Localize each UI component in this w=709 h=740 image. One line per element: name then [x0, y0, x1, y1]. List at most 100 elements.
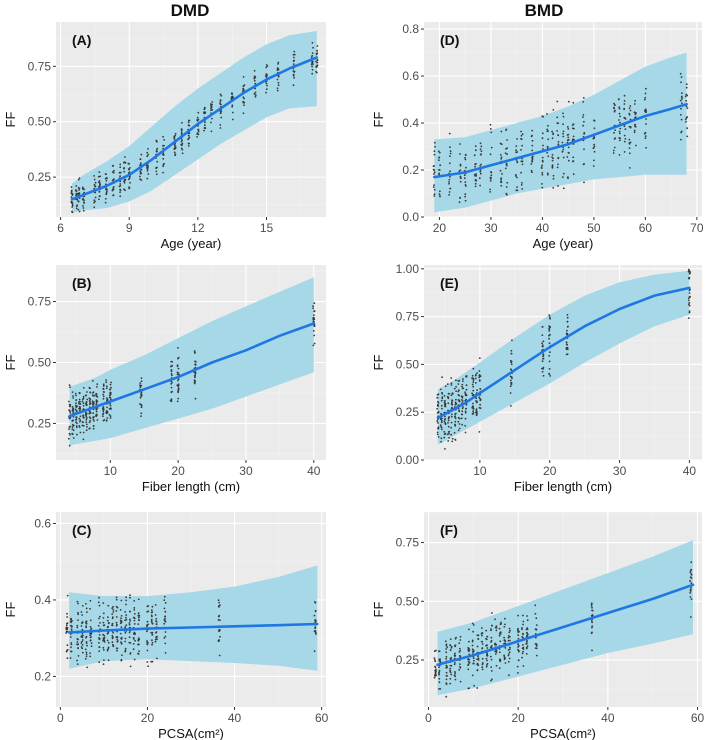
- data-point: [108, 394, 111, 397]
- data-point: [181, 121, 183, 124]
- data-point: [82, 408, 85, 410]
- data-point: [140, 406, 143, 409]
- data-point: [481, 663, 484, 666]
- data-point: [562, 123, 564, 126]
- data-point: [312, 307, 315, 310]
- data-point: [156, 657, 158, 660]
- data-point: [472, 406, 474, 408]
- data-point: [504, 657, 506, 659]
- data-point: [155, 173, 158, 176]
- data-point: [138, 643, 140, 646]
- data-point: [628, 125, 631, 128]
- data-point: [254, 96, 257, 98]
- data-point: [517, 634, 520, 637]
- data-point: [106, 190, 108, 193]
- data-point: [499, 640, 502, 643]
- data-point: [107, 616, 109, 618]
- data-point: [479, 165, 481, 167]
- y-tick-label: 0.50: [28, 115, 52, 129]
- data-point: [78, 417, 81, 420]
- data-point: [459, 680, 462, 683]
- data-point: [617, 98, 620, 100]
- data-point: [446, 646, 449, 649]
- data-point: [140, 172, 143, 175]
- data-point: [180, 131, 183, 133]
- data-point: [686, 135, 689, 138]
- data-point: [138, 650, 141, 653]
- data-point: [169, 365, 172, 368]
- data-point: [557, 185, 559, 187]
- data-point: [490, 174, 493, 177]
- data-point: [475, 374, 477, 377]
- data-point: [571, 124, 574, 126]
- data-point: [454, 675, 457, 678]
- data-point: [583, 148, 585, 151]
- data-point: [476, 662, 479, 665]
- data-point: [92, 391, 95, 393]
- data-point: [89, 391, 92, 394]
- data-point: [494, 618, 496, 621]
- data-point: [489, 153, 492, 156]
- data-point: [446, 395, 449, 398]
- data-point: [433, 676, 436, 679]
- panel-label: (B): [72, 275, 91, 291]
- data-point: [475, 174, 478, 177]
- data-point: [102, 408, 105, 411]
- data-point: [451, 406, 453, 409]
- data-point: [133, 609, 136, 611]
- data-point: [472, 651, 474, 653]
- data-point: [187, 119, 190, 122]
- data-point: [137, 612, 140, 615]
- data-point: [315, 53, 318, 55]
- data-point: [140, 153, 143, 156]
- data-point: [71, 423, 74, 426]
- data-point: [444, 415, 446, 418]
- data-point: [618, 107, 621, 110]
- data-point: [147, 610, 150, 613]
- data-point: [71, 426, 74, 428]
- data-point: [458, 389, 460, 392]
- data-point: [119, 632, 122, 635]
- data-point: [211, 101, 214, 103]
- data-point: [68, 400, 70, 403]
- data-point: [66, 649, 68, 652]
- data-point: [490, 670, 493, 672]
- data-point: [516, 665, 519, 668]
- data-point: [170, 400, 173, 403]
- data-point: [474, 411, 477, 414]
- data-point: [119, 609, 122, 611]
- data-point: [70, 196, 73, 199]
- data-point: [89, 427, 91, 430]
- data-point: [443, 403, 446, 406]
- data-point: [517, 629, 519, 631]
- data-point: [164, 652, 167, 654]
- data-point: [314, 601, 316, 603]
- data-point: [551, 137, 554, 140]
- data-point: [679, 114, 682, 116]
- data-point: [163, 637, 166, 639]
- data-point: [476, 645, 479, 648]
- data-point: [548, 354, 551, 357]
- data-point: [89, 412, 92, 414]
- data-point: [509, 646, 511, 649]
- data-point: [440, 419, 443, 422]
- data-point: [146, 155, 149, 158]
- data-point: [146, 151, 149, 154]
- data-point: [520, 184, 523, 186]
- data-point: [68, 432, 71, 435]
- data-point: [74, 408, 77, 411]
- data-point: [618, 112, 621, 115]
- data-point: [99, 195, 101, 197]
- data-point: [104, 201, 107, 204]
- data-point: [102, 612, 105, 615]
- data-point: [89, 639, 92, 642]
- data-point: [125, 614, 128, 616]
- data-point: [79, 403, 82, 405]
- data-point: [591, 606, 593, 609]
- data-point: [613, 110, 616, 113]
- data-point: [445, 644, 448, 647]
- data-point: [254, 91, 257, 94]
- data-point: [591, 609, 594, 612]
- data-point: [277, 81, 280, 84]
- data-point: [436, 433, 439, 436]
